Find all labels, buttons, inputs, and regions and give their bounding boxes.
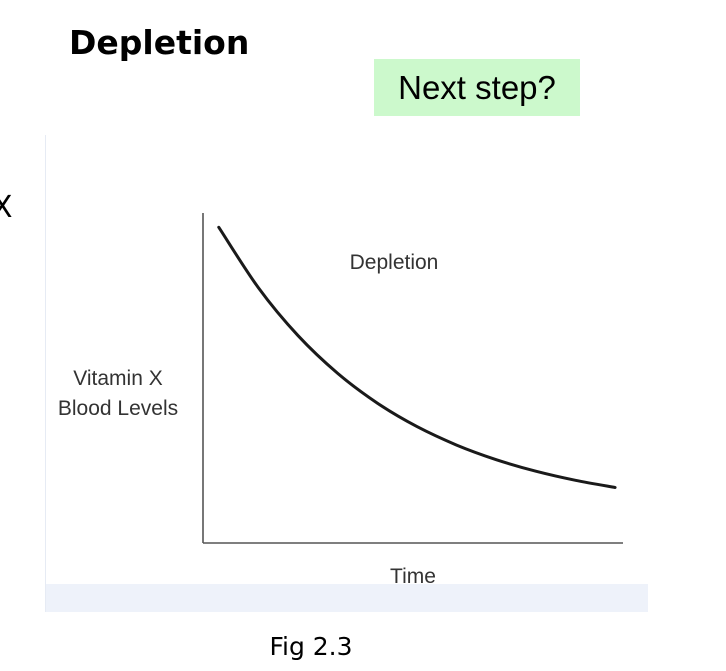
depletion-chart: Depletion Vitamin X Blood Levels Time (58, 213, 623, 584)
figure-panel: Depletion Vitamin X Blood Levels Time (45, 135, 648, 612)
figure-bottom-strip (46, 584, 648, 612)
chart-title: Depletion (350, 251, 439, 274)
y-axis-label-line-2: Blood Levels (58, 397, 178, 420)
figure-caption: Fig 2.3 (0, 634, 726, 659)
x-axis-label: Time (390, 565, 436, 584)
next-step-button[interactable]: Next step? (374, 59, 580, 116)
depletion-curve (217, 225, 617, 489)
y-axis-label-line-1: Vitamin X (73, 367, 163, 390)
cut-off-letter: X (0, 190, 13, 225)
figure-caption-text: Fig 2.3 (269, 632, 353, 661)
slide-title: Depletion (69, 23, 250, 62)
